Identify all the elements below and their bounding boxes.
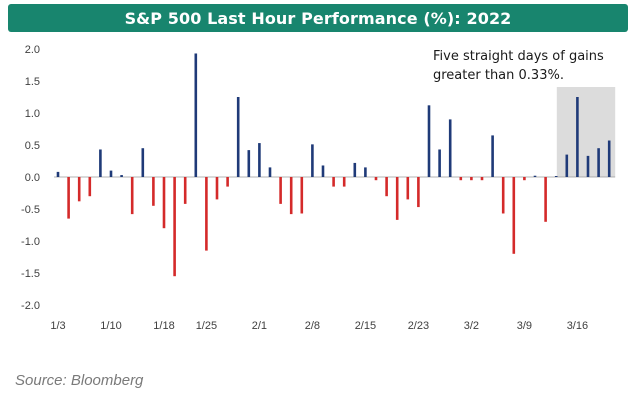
x-tick-label: 2/8 [305, 320, 320, 332]
x-tick-label: 3/9 [517, 320, 532, 332]
bar [226, 177, 229, 187]
y-tick-label: -1.0 [21, 236, 40, 248]
bar [130, 177, 134, 215]
bar [162, 177, 166, 229]
bar [533, 175, 537, 177]
bar [597, 148, 600, 177]
bar [342, 177, 346, 187]
bar [544, 177, 547, 222]
annotation-line: Five straight days of gains [433, 49, 604, 64]
y-tick-label: 0.0 [25, 172, 40, 184]
bar [109, 170, 113, 177]
y-tick-label: -1.5 [21, 268, 40, 280]
x-tick-label: 2/15 [355, 320, 376, 332]
bar [88, 177, 92, 197]
bar [586, 155, 590, 177]
bar [300, 177, 304, 214]
y-tick-label: 2.0 [25, 44, 40, 56]
bar [417, 177, 420, 208]
x-tick-label: 3/16 [567, 320, 588, 332]
bar [205, 177, 208, 251]
bar [194, 53, 198, 178]
x-tick-label: 1/25 [196, 320, 217, 332]
x-tick-label: 2/1 [252, 320, 267, 332]
x-tick-label: 1/3 [50, 320, 65, 332]
bar [470, 177, 473, 181]
bar [56, 171, 60, 177]
bar [491, 135, 494, 177]
bar [311, 144, 314, 177]
y-tick-label: 0.5 [25, 140, 40, 152]
bar [321, 165, 325, 177]
bar [247, 150, 251, 177]
bar [374, 177, 378, 181]
bar [173, 177, 176, 277]
annotation-line: greater than 0.33%. [433, 68, 564, 83]
bar [152, 177, 155, 206]
bar [120, 175, 123, 177]
bar [353, 162, 357, 177]
bar [268, 167, 272, 177]
bar [258, 143, 261, 177]
bar [395, 177, 399, 220]
bar [406, 177, 410, 200]
bar [215, 177, 219, 200]
source-note: Source: Bloomberg [15, 372, 144, 389]
chart-frame: S&P 500 Last Hour Performance (%): 2022 … [8, 4, 628, 351]
bar [385, 177, 388, 197]
y-tick-label: -0.5 [21, 204, 40, 216]
bar [364, 167, 367, 177]
bar [141, 148, 145, 177]
y-tick-label: 1.5 [25, 76, 40, 88]
bar [99, 149, 102, 177]
bar [576, 97, 579, 177]
bar [438, 149, 441, 177]
bar [332, 177, 335, 187]
bar [512, 177, 516, 254]
bar [183, 177, 187, 204]
bar [523, 177, 526, 181]
bar [427, 105, 431, 177]
bar [67, 177, 70, 219]
bar [459, 177, 463, 181]
bar [289, 177, 293, 215]
x-tick-label: 3/2 [464, 320, 479, 332]
bar [501, 177, 505, 214]
y-tick-label: 1.0 [25, 108, 40, 120]
chart-title-bar: S&P 500 Last Hour Performance (%): 2022 [8, 4, 628, 32]
bar [77, 177, 81, 202]
bar [279, 177, 282, 204]
bar [554, 176, 558, 177]
bar-chart: 2.0 1.5 1.0 0.5 0.0 -0.5 -1.0 -1.5 -2.0 1/3 1/10 1… [21, 44, 616, 332]
x-tick-label: 2/23 [408, 320, 429, 332]
bar [607, 140, 611, 177]
x-tick-label: 1/18 [153, 320, 174, 332]
chart-title: S&P 500 Last Hour Performance (%): 2022 [124, 8, 512, 28]
x-tick-label: 1/10 [100, 320, 121, 332]
bar [448, 119, 452, 177]
bar [236, 97, 240, 177]
bar [480, 177, 484, 181]
y-tick-label: -2.0 [21, 300, 40, 312]
bar [565, 154, 569, 177]
